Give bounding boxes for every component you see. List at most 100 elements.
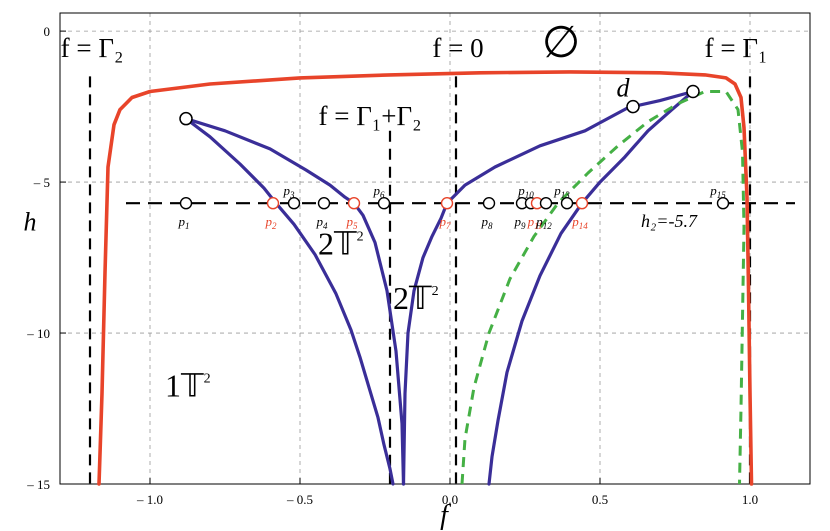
point-label-name: p [373,183,381,198]
point-label-sub: 6 [380,190,385,200]
region-label-text: 1𝕋 [165,367,204,403]
point-label-name: p [709,183,717,198]
x-tick-label: 1.0 [742,492,758,507]
point-label-sub: 7 [446,221,451,231]
y-ticks: 0 – 5 – 10 – 15 [26,24,66,492]
point-label-p3: p3 [283,183,296,200]
point-label-name: p [346,214,354,229]
point-label-name: p [316,214,324,229]
grid-lines [60,13,810,485]
vertical-line-label: f = 0 [432,33,483,63]
point-label-sub: 10 [525,190,535,200]
point-p8 [482,197,496,210]
point-label-p8: p8 [481,214,494,231]
point-label-p10: p10 [517,183,534,200]
point-p7 [440,197,454,210]
point-p1 [179,197,193,210]
point-label-p9: p9 [514,214,527,231]
point-p3 [287,197,301,210]
region-label-sup: 2 [357,230,364,245]
point-label-name: p [571,214,579,229]
point-label-p1: p1 [178,214,190,231]
point-label-sub: 3 [289,190,295,200]
empty-set-label: ∅ [542,18,580,67]
point-label-name: p [517,183,525,198]
series [97,70,754,486]
point-label-sub: 1 [185,221,190,231]
x-tick-label: 0.0 [442,492,458,507]
point-label-p5: p5 [346,214,359,231]
vertices: d [179,74,700,126]
vertical-line-label: f = Γ₁+Γ₂ [319,101,422,131]
x-tick-label: 0.5 [592,492,608,507]
point-label-p13: p13 [553,183,570,200]
point-p6 [377,197,391,210]
region-label-2: 2𝕋2 [393,280,439,316]
vertical-line-label: f = Γ₂ [61,33,124,63]
region-label-sup: 2 [204,371,211,386]
series-line-2 [184,117,406,486]
h2-label: h₂=-5.7 [641,211,698,231]
series-line-0 [97,70,754,486]
point-label-p11: p11 [527,214,543,231]
vertical-line-label: f = Γ₁ [705,33,768,63]
point-label-sub: 5 [353,221,358,231]
point-label-name: p [481,214,489,229]
region-label-1: 2𝕋2 [318,226,364,262]
point-label-sub: 8 [488,221,493,231]
point-label-name: p [553,183,561,198]
x-ticks: – 1.0 – 0.5 0.0 0.5 1.0 [136,478,758,507]
point-label-p12: p12 [535,214,552,231]
point-label-sub: 14 [579,221,589,231]
horizontal-line: h₂=-5.7 [126,202,795,231]
vertex-label: d [617,74,631,103]
point-p14 [575,197,589,210]
region-label-0: 1𝕋2 [165,367,211,403]
plot-frame [59,12,811,485]
point-p4 [317,197,331,210]
point-label-name: p [283,183,291,198]
point-p12 [539,197,553,210]
region-label-text: 2𝕋 [318,226,357,262]
y-tick-label: – 15 [26,477,50,492]
series-line-4 [631,89,695,109]
point-label-p2: p2 [265,214,278,231]
point-label-name: p [439,214,447,229]
point-label-name: p [265,214,273,229]
point-label-name: p [527,214,535,229]
region-label-text: 2𝕋 [393,280,432,316]
point-label-sub: 4 [323,221,328,231]
vertex-1 [626,99,640,114]
y-tick-label: – 10 [26,326,50,341]
point-p5 [347,197,361,210]
point-label-sub: 13 [561,190,571,200]
y-axis-label: h [24,207,37,236]
y-tick-label: 0 [44,24,51,39]
point-label-name: p [178,214,186,229]
point-label-p6: p6 [373,183,386,200]
vertex-2 [686,84,700,99]
point-label-name: p [514,214,522,229]
vertex-0 [179,111,193,126]
series-line-5 [487,89,695,486]
point-label-p15: p15 [709,183,726,200]
series-line-3 [401,105,635,486]
region-label-sup: 2 [432,284,439,299]
point-label-sub: 11 [534,221,542,231]
point-p15 [716,197,730,210]
x-axis-label: f [440,500,451,531]
point-label-p4: p4 [316,214,329,231]
point-label-sub: 12 [543,221,553,231]
series-line-1 [184,117,395,486]
point-p13 [560,197,574,210]
point-p2 [266,197,280,210]
x-tick-label: – 1.0 [136,492,163,507]
point-label-name: p [535,214,543,229]
point-label-sub: 15 [717,190,727,200]
series-line-6 [460,90,746,485]
y-tick-label: – 5 [33,175,50,190]
point-label-p7: p7 [439,214,452,231]
x-tick-label: – 0.5 [286,492,313,507]
